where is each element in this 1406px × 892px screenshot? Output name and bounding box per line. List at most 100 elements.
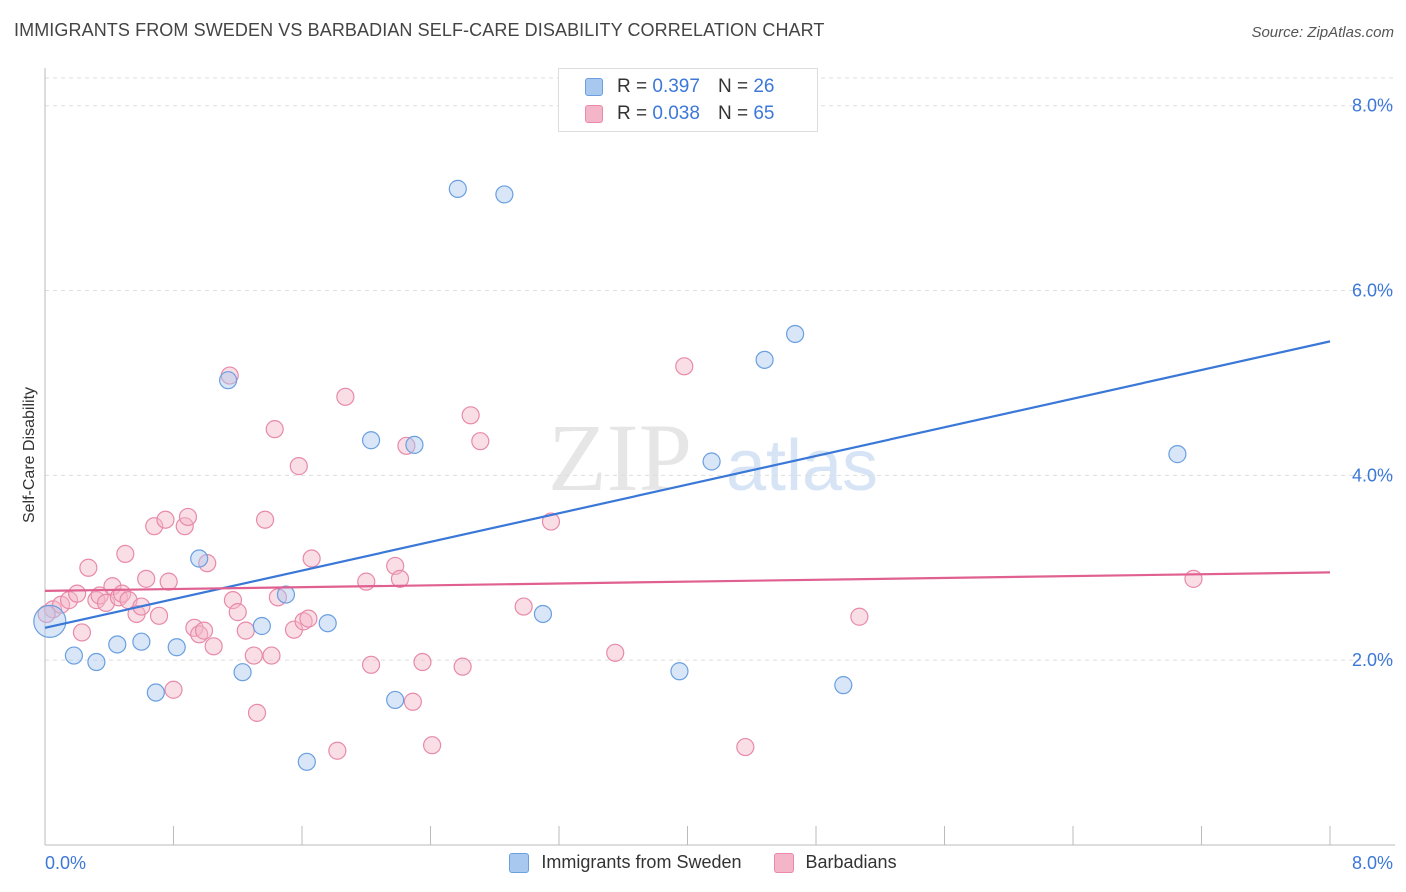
sweden-point [108,635,127,654]
barbadian-point [1184,569,1203,588]
legend-item-barbadians[interactable]: Barbadians [773,852,897,873]
n-value: 65 [753,103,775,124]
barbadian-point [137,569,156,588]
barbadian-point [178,507,198,527]
barbadian-point [164,680,183,699]
barbadian-points [37,357,1203,760]
barbadian-point [541,512,561,531]
r-value: 0.397 [652,76,700,97]
barbadian-point [262,646,281,665]
barbadian-point [204,637,223,656]
barbadian-point [68,584,87,603]
trend-lines [44,340,1331,629]
sweden-point [190,549,209,568]
barbadian-point [471,432,490,451]
sweden-point [219,371,238,390]
r-value: 0.038 [652,103,700,124]
sweden-point [33,604,67,638]
sweden-swatch [509,852,530,873]
barbadian-point [423,736,442,755]
barbadian-point [223,591,243,610]
legend-item-sweden[interactable]: Immigrants from Sweden [509,852,742,873]
sweden-point [167,638,186,657]
barbadian-point [79,558,98,577]
barbadian-point [289,457,308,476]
sweden-point [834,676,853,695]
barbadian-point [255,510,275,529]
barbadian-point [294,612,313,631]
sweden-point [702,452,721,471]
barbadian-point [675,357,694,376]
y-tick-label: 4.0% [1352,465,1393,485]
axes [44,68,1395,846]
source-label[interactable]: Source: ZipAtlas.com [1251,24,1394,41]
sweden-point [533,604,553,624]
sweden-point [132,632,151,651]
barbadian-point [850,607,869,626]
barbadian-point [403,692,422,711]
barbadian-swatch [773,852,794,873]
watermark-atlas: atlas [726,426,878,506]
barbadian-swatch [585,105,603,123]
y-tick-label: 2.0% [1352,650,1393,670]
sweden-point [318,614,337,633]
sweden-point [448,179,467,198]
sweden-point [146,683,165,702]
barbadian-point [299,609,318,628]
sweden-point [1168,445,1187,464]
y-tick-label: 8.0% [1352,96,1393,116]
chart-title: IMMIGRANTS FROM SWEDEN VS BARBADIAN SELF… [14,20,825,40]
n-label: N = [717,76,749,97]
sweden-point [233,663,252,682]
barbadian-point [244,646,263,665]
sweden-points [33,179,1187,771]
barbadian-point [357,572,376,591]
barbadian-point [265,420,284,439]
legend-label: Immigrants from Sweden [541,852,742,872]
sweden-point [64,646,84,665]
sweden-point [495,185,514,204]
barbadian-point [247,703,267,722]
sweden-point [297,752,316,771]
legend-label: Barbadians [805,852,897,872]
sweden-point [276,585,296,604]
barbadian-point [336,387,355,406]
barbadian-point [236,621,255,640]
sweden-point [670,662,689,681]
sweden-point [405,435,424,454]
sweden-point [755,350,774,369]
sweden-trend-line [44,340,1331,629]
barbadian-point [149,606,169,625]
sweden-point [361,431,381,450]
barbadian-point [606,643,625,662]
barbadian-point [514,597,533,616]
barbadian-point [156,510,175,529]
n-value: 26 [753,76,775,97]
barbadian-trend-line [44,571,1331,592]
x-tick-label: 0.0% [45,853,86,873]
sweden-point [87,652,106,672]
n-label: N = [717,103,749,124]
y-tick-label: 6.0% [1352,281,1393,301]
barbadian-point [736,737,755,757]
legend-row-barbadian: R = 0.038 N = 65 [585,102,774,126]
sweden-point [386,690,405,710]
sweden-swatch [585,78,603,96]
barbadian-point [145,517,164,536]
watermark-zip: ZIP [548,404,692,511]
barbadian-point [72,623,92,642]
barbadian-point [159,572,178,591]
r-label: R = [617,103,648,124]
series-legend: Immigrants from Sweden Barbadians [0,852,1406,873]
barbadian-point [228,603,247,622]
correlation-legend: R = 0.397 N = 26 R = 0.038 N = 65 [558,68,818,132]
barbadian-point [328,741,347,760]
barbadian-point [390,569,410,588]
barbadian-point [453,657,472,676]
barbadian-point [461,406,480,425]
sweden-point [252,616,271,636]
barbadian-point [302,549,321,568]
tick-labels: 2.0% 4.0% 6.0% 8.0% 0.0% 8.0% [45,96,1393,873]
r-label: R = [617,76,648,97]
